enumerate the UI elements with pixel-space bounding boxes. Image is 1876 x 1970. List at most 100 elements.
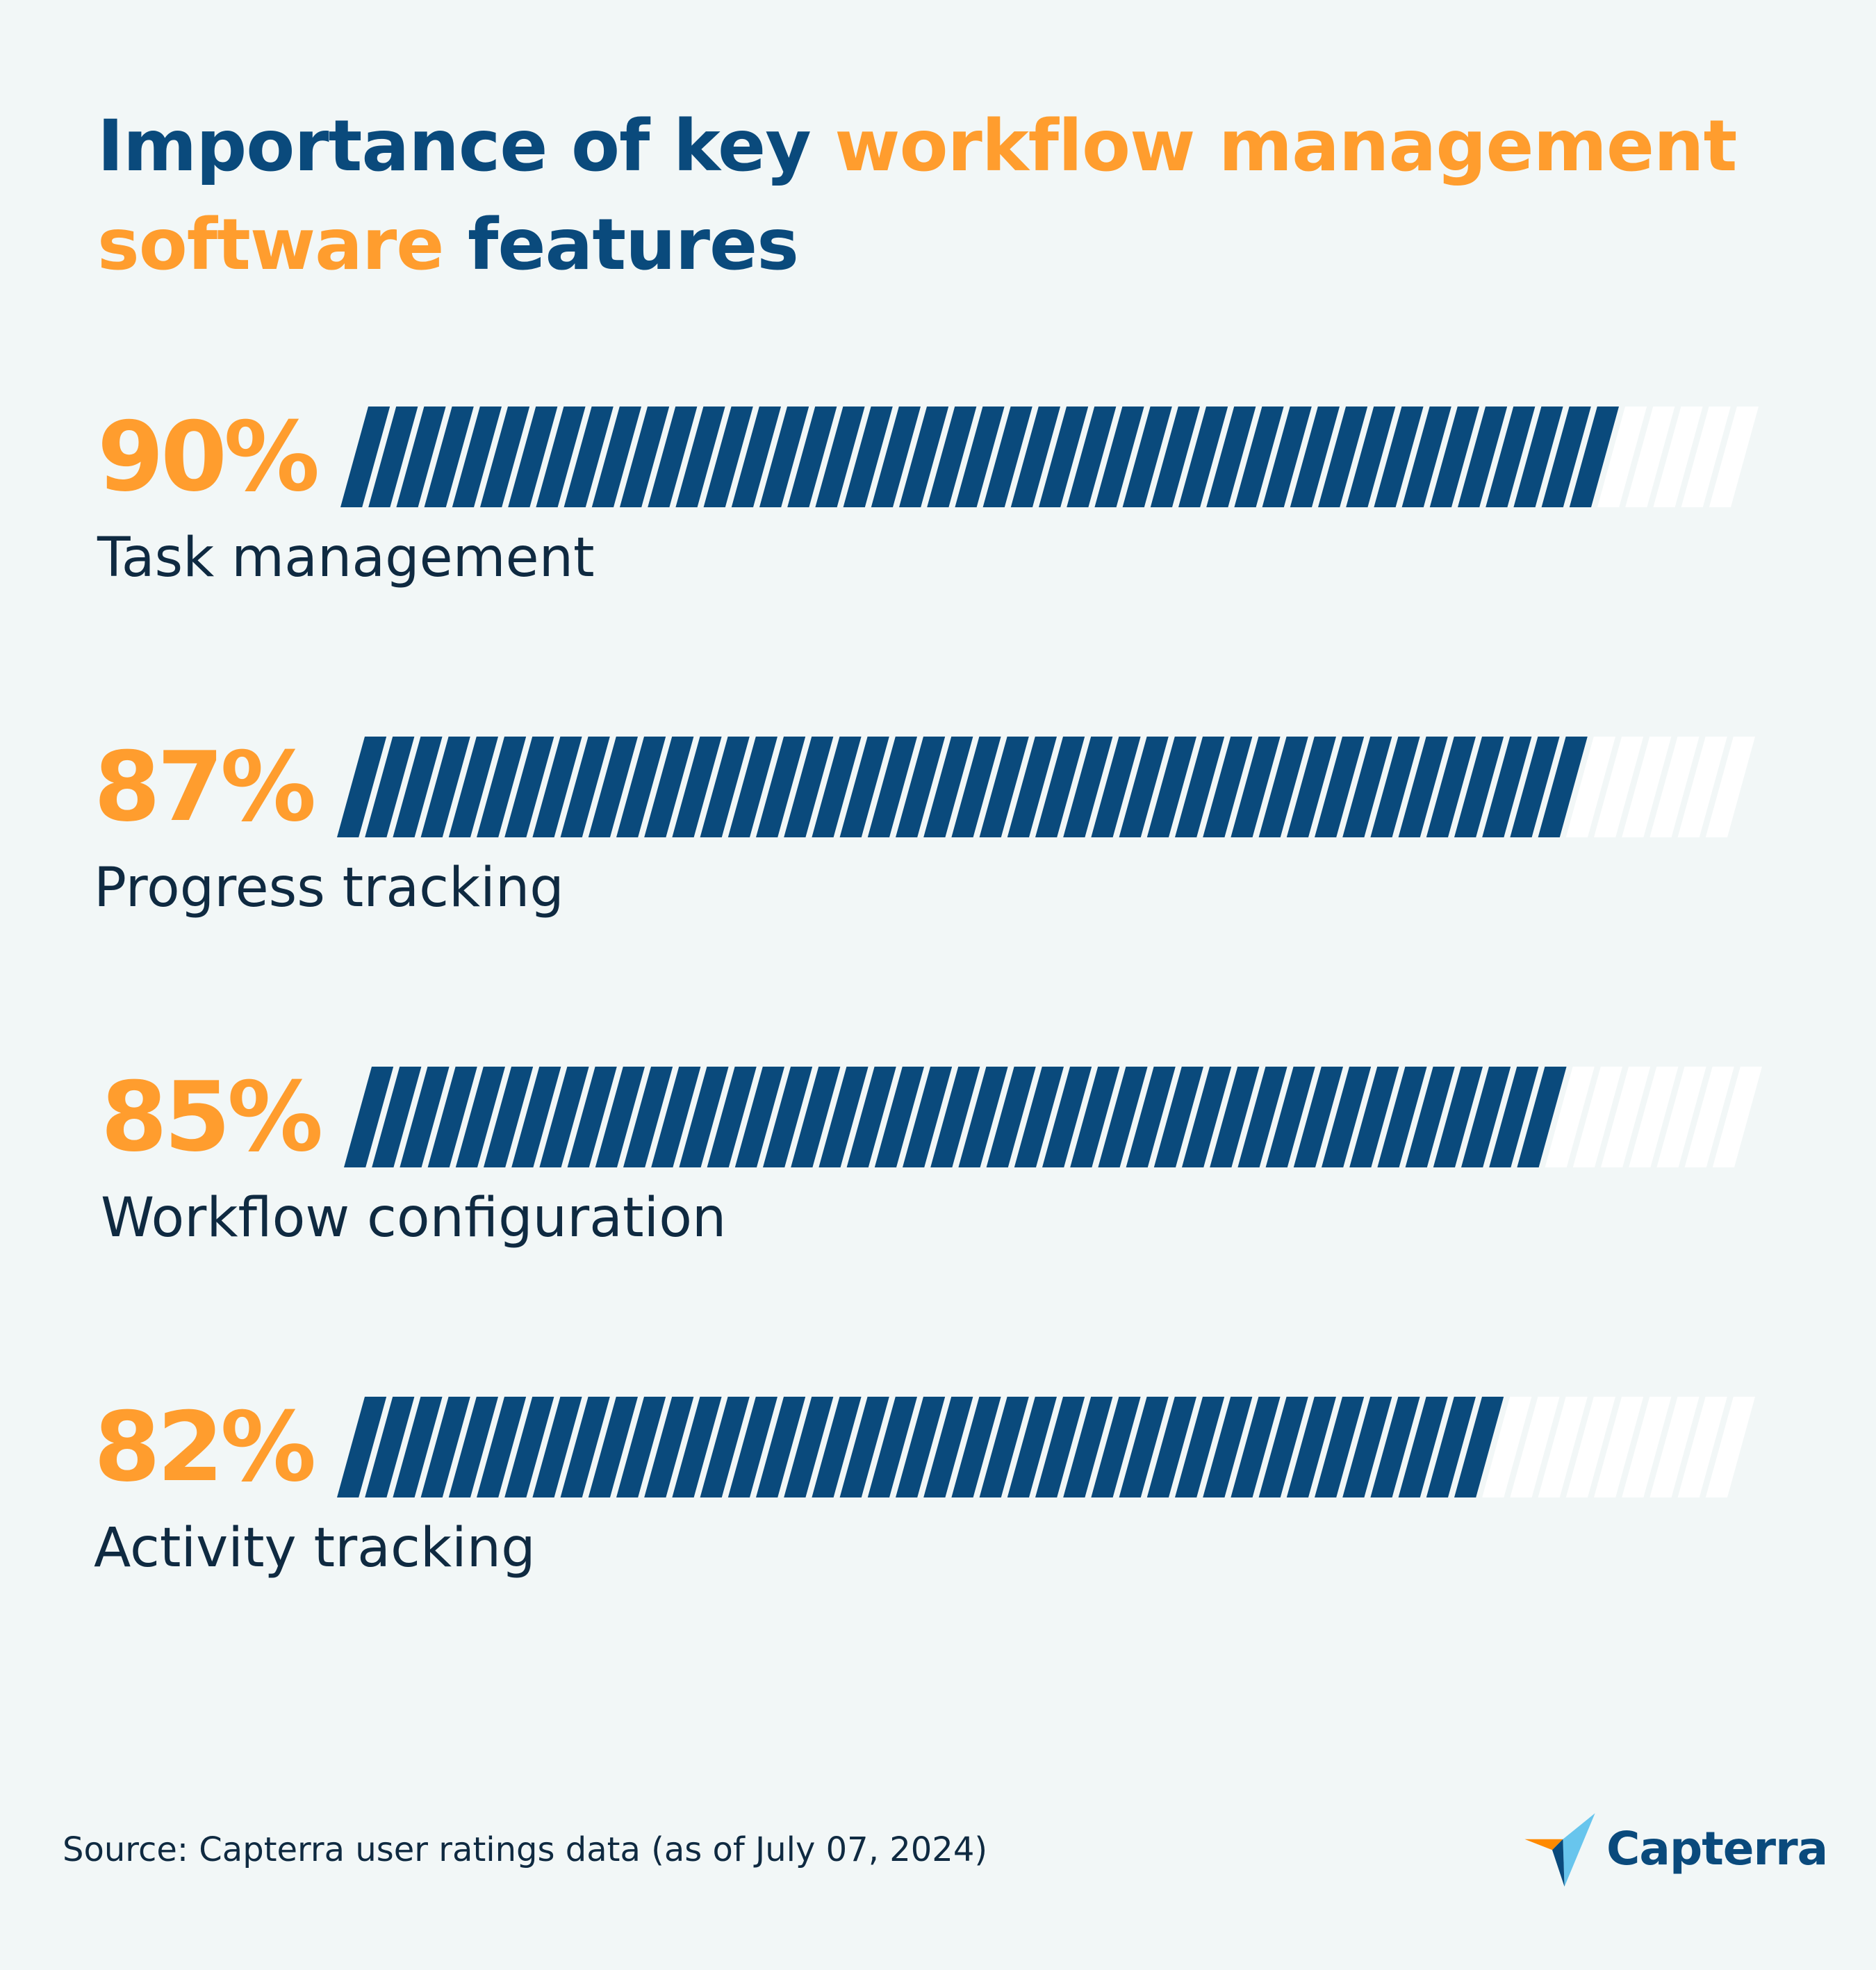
bar-segment-filled (763, 1067, 813, 1167)
bar-segment-filled (448, 737, 498, 837)
bar-segment-filled (651, 1067, 701, 1167)
bar-segment-filled (672, 737, 722, 837)
bar-segment-filled (874, 1067, 924, 1167)
bar-segment-filled (337, 1397, 387, 1497)
bar-segment-filled (372, 1067, 422, 1167)
bar-segment-filled (591, 407, 641, 507)
bar-segment-filled (1482, 737, 1532, 837)
bar-segment-filled (927, 407, 977, 507)
bar-segment-empty (1629, 1067, 1679, 1167)
title-part-2: features (443, 204, 799, 286)
bar-segment-filled (734, 1067, 784, 1167)
bar-segment-filled (839, 737, 889, 837)
bar-segment-filled (648, 407, 698, 507)
bar-segment-filled (784, 1397, 834, 1497)
bar-segment-filled (1429, 407, 1479, 507)
category-label: Activity tracking (94, 1517, 536, 1579)
bar-segment-filled (700, 737, 750, 837)
bar-segment-filled (420, 1397, 470, 1497)
capterra-logo: Capterra (1522, 1807, 1828, 1890)
bar-segment-filled (1346, 407, 1396, 507)
value-label: 90% (97, 401, 320, 513)
bar-segment-filled (1401, 407, 1451, 507)
bar-segment-filled (1231, 1397, 1281, 1497)
bar-segment-filled (1203, 1397, 1253, 1497)
bar-segment-filled (588, 737, 638, 837)
bar-segment-filled (982, 407, 1032, 507)
bar-segment-filled (1541, 407, 1591, 507)
bar-segment-filled (365, 737, 415, 837)
bar-segment-filled (532, 1397, 582, 1497)
bar-segment-filled (727, 1397, 777, 1497)
bar-segment-filled (400, 1067, 450, 1167)
category-label: Workflow configuration (101, 1187, 727, 1249)
source-note: Source: Capterra user ratings data (as o… (63, 1830, 988, 1869)
bar-segment-empty (1705, 1397, 1755, 1497)
bar-segment-filled (979, 1397, 1029, 1497)
bar-segment-filled (337, 737, 387, 837)
bar-segment-empty (1649, 737, 1700, 837)
bar-segment-filled (1486, 407, 1536, 507)
bar-segment-filled (896, 1397, 946, 1497)
bar-segment-empty (1482, 1397, 1532, 1497)
bar-segment-filled (1182, 1067, 1232, 1167)
bar-segment-filled (532, 737, 582, 837)
bar-segment-filled (1510, 737, 1560, 837)
bar-segment-filled (1262, 407, 1312, 507)
bar-segment-filled (1265, 1067, 1315, 1167)
bar-segment-filled (903, 1067, 953, 1167)
bar-segment-filled (846, 1067, 896, 1167)
bar-segment-filled (1426, 1397, 1476, 1497)
bar-segment-filled (1458, 407, 1508, 507)
bar-segment-filled (616, 737, 666, 837)
bar-segment-filled (1342, 1397, 1392, 1497)
bar-segment-filled (1126, 1067, 1176, 1167)
bar-segment-empty (1684, 1067, 1734, 1167)
bar-segment-filled (340, 407, 390, 507)
bar-segment-empty (1601, 1067, 1651, 1167)
bar-segment-filled (1538, 737, 1588, 837)
bar-segment-filled (1119, 1397, 1169, 1497)
bar-segment-filled (1178, 407, 1228, 507)
bar-segment-filled (707, 1067, 757, 1167)
bar-segment-filled (1433, 1067, 1483, 1167)
bar-segment-filled (815, 407, 865, 507)
bar-segment-filled (1293, 1067, 1343, 1167)
bar-segment-filled (1035, 737, 1085, 837)
bar-segment-filled (756, 1397, 806, 1497)
bar-segment-filled (1010, 407, 1060, 507)
bar-segment-empty (1565, 1397, 1615, 1497)
bar-segment-filled (424, 407, 474, 507)
bar-segment-filled (567, 1067, 617, 1167)
bar-segment-filled (1175, 737, 1225, 837)
bar-segment-filled (1150, 407, 1200, 507)
bar-track (340, 407, 1759, 507)
bar-segment-filled (958, 1067, 1008, 1167)
bar-segment-empty (1510, 1397, 1560, 1497)
bar-segment-filled (703, 407, 753, 507)
bar-segment-empty (1545, 1067, 1595, 1167)
bar-segment-filled (867, 737, 917, 837)
category-label: Task management (97, 527, 595, 589)
bar-segment-filled (1070, 1067, 1120, 1167)
bar-segment-filled (1035, 1397, 1085, 1497)
bar-segment-filled (867, 1397, 917, 1497)
title-highlight: workflow management software (97, 105, 1737, 286)
bar-segment-filled (731, 407, 781, 507)
bar-segment-filled (951, 1397, 1001, 1497)
bar-segment-empty (1597, 407, 1647, 507)
value-label: 82% (94, 1391, 316, 1503)
bar-segment-empty (1653, 407, 1703, 507)
bar-segment-filled (1206, 407, 1256, 507)
bar-segment-filled (979, 737, 1029, 837)
bar-segment-filled (1513, 407, 1563, 507)
chart-title: Importance of key workflow management so… (97, 97, 1793, 295)
bar-segment-filled (452, 407, 502, 507)
bar-segment-filled (951, 737, 1001, 837)
bar-segment-filled (986, 1067, 1036, 1167)
bar-segment-filled (644, 1397, 694, 1497)
bar-segment-filled (477, 737, 527, 837)
bar-segment-empty (1572, 1067, 1622, 1167)
bar-segment-filled (1374, 407, 1424, 507)
bar-segment-filled (700, 1397, 750, 1497)
